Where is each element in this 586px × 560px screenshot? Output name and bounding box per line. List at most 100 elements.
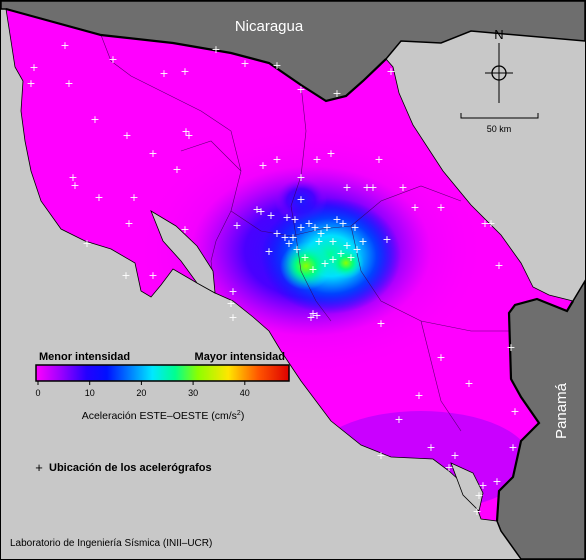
- station-marker: +: [316, 227, 325, 240]
- station-marker: +: [124, 217, 133, 230]
- station-marker: +: [474, 489, 483, 502]
- station-marker: +: [266, 209, 275, 222]
- station-marker: +: [306, 311, 315, 324]
- station-marker: +: [180, 65, 189, 78]
- station-marker: +: [296, 171, 305, 184]
- station-marker: +: [436, 201, 445, 214]
- station-marker: +: [148, 147, 157, 160]
- station-marker: +: [450, 449, 459, 462]
- scale-bar: 50 km: [460, 113, 539, 134]
- color-legend: Menor intensidad Mayor intensidad 0 10 20 3…: [35, 351, 290, 422]
- station-marker: +: [350, 221, 359, 234]
- station-marker: +: [26, 77, 35, 90]
- station-marker: +: [292, 243, 301, 256]
- station-marker: +: [159, 67, 168, 80]
- station-marker: +: [362, 181, 371, 194]
- station-marker: +: [382, 233, 391, 246]
- north-arrow: N: [485, 27, 513, 103]
- station-marker: +: [70, 179, 79, 192]
- station-marker: +: [181, 125, 190, 138]
- station-marker: +: [258, 159, 267, 172]
- station-markers: +++ +++ +++ +++ ++++++++++++++++ +++ + + + +++ +++…: [26, 39, 519, 518]
- station-marker: +: [314, 235, 323, 248]
- station-marker: +: [376, 317, 385, 330]
- station-marker: +: [328, 235, 337, 248]
- station-marker: +: [211, 43, 220, 56]
- station-marker: +: [368, 181, 377, 194]
- legend-low-label: Menor intensidad: [39, 351, 130, 363]
- internal-boundaries: [100, 34, 509, 432]
- station-marker: +: [184, 129, 193, 142]
- station-marker: +: [252, 203, 261, 216]
- station-marker: +: [308, 263, 317, 276]
- station-marker: +: [444, 461, 453, 474]
- compass-crosshair-icon: [485, 43, 513, 103]
- legend-axis-title: Aceleración ESTE–OESTE (cm/s2): [82, 410, 245, 422]
- station-marker: +: [64, 77, 73, 90]
- station-marker: +: [478, 479, 487, 492]
- station-marker: +: [82, 237, 91, 250]
- station-marker: +: [29, 61, 38, 74]
- station-marker: +: [342, 239, 351, 252]
- legend-color-bar: [35, 364, 290, 382]
- station-marker: +: [148, 269, 157, 282]
- station-marker: +: [68, 171, 77, 184]
- station-marker: +: [332, 87, 341, 100]
- legend-tick-label: 30: [188, 388, 198, 398]
- legend-tick-label: 0: [35, 388, 40, 398]
- station-marker: +: [336, 247, 345, 260]
- station-marker: +: [121, 269, 130, 282]
- station-marker: +: [280, 231, 289, 244]
- north-label: N: [494, 27, 503, 42]
- station-marker: +: [352, 243, 361, 256]
- station-marker: +: [506, 341, 515, 354]
- station-marker: +: [60, 39, 69, 52]
- station-marker: +: [494, 259, 503, 272]
- station-marker: +: [228, 285, 237, 298]
- legend-tick-label: 20: [136, 388, 146, 398]
- stations-legend: + Ubicación de los acelerógrafos: [35, 460, 211, 475]
- station-marker: +: [282, 211, 291, 224]
- station-marker: +: [180, 223, 189, 236]
- credit-text: Laboratorio de Ingeniería Sísmica (INII–…: [10, 538, 212, 549]
- station-marker-icon: +: [35, 460, 43, 475]
- station-marker: +: [284, 237, 293, 250]
- station-marker: +: [308, 307, 317, 320]
- station-marker: +: [226, 297, 235, 310]
- station-marker: +: [436, 351, 445, 364]
- station-marker: +: [492, 475, 501, 488]
- nicaragua-label: Nicaragua: [235, 18, 304, 35]
- station-marker: +: [108, 53, 117, 66]
- stations-legend-label: Ubicación de los acelerógrafos: [49, 462, 212, 474]
- station-marker: +: [342, 181, 351, 194]
- station-marker: +: [508, 441, 517, 454]
- station-marker: +: [304, 217, 313, 230]
- station-marker: +: [296, 221, 305, 234]
- station-marker: +: [129, 191, 138, 204]
- station-marker: +: [332, 213, 341, 226]
- station-marker: +: [272, 153, 281, 166]
- station-marker: +: [510, 405, 519, 418]
- station-marker: +: [374, 153, 383, 166]
- station-marker: +: [122, 129, 131, 142]
- station-marker: +: [312, 153, 321, 166]
- station-marker: +: [256, 205, 265, 218]
- panama-label: Panamá: [553, 382, 570, 439]
- station-marker: +: [312, 309, 321, 322]
- station-marker: +: [358, 235, 367, 248]
- station-marker: +: [320, 257, 329, 270]
- station-marker: +: [272, 227, 281, 240]
- station-marker: +: [410, 201, 419, 214]
- station-marker: +: [376, 449, 385, 462]
- station-marker: +: [94, 191, 103, 204]
- station-marker: +: [296, 83, 305, 96]
- station-marker: +: [414, 389, 423, 402]
- station-marker: +: [322, 221, 331, 234]
- gulf-of-nicoya: [150, 210, 216, 294]
- legend-ticks: 0 10 20 30 40: [35, 381, 250, 398]
- legend-tick-label: 10: [85, 388, 95, 398]
- scale-label: 50 km: [487, 124, 512, 134]
- station-marker: +: [264, 245, 273, 258]
